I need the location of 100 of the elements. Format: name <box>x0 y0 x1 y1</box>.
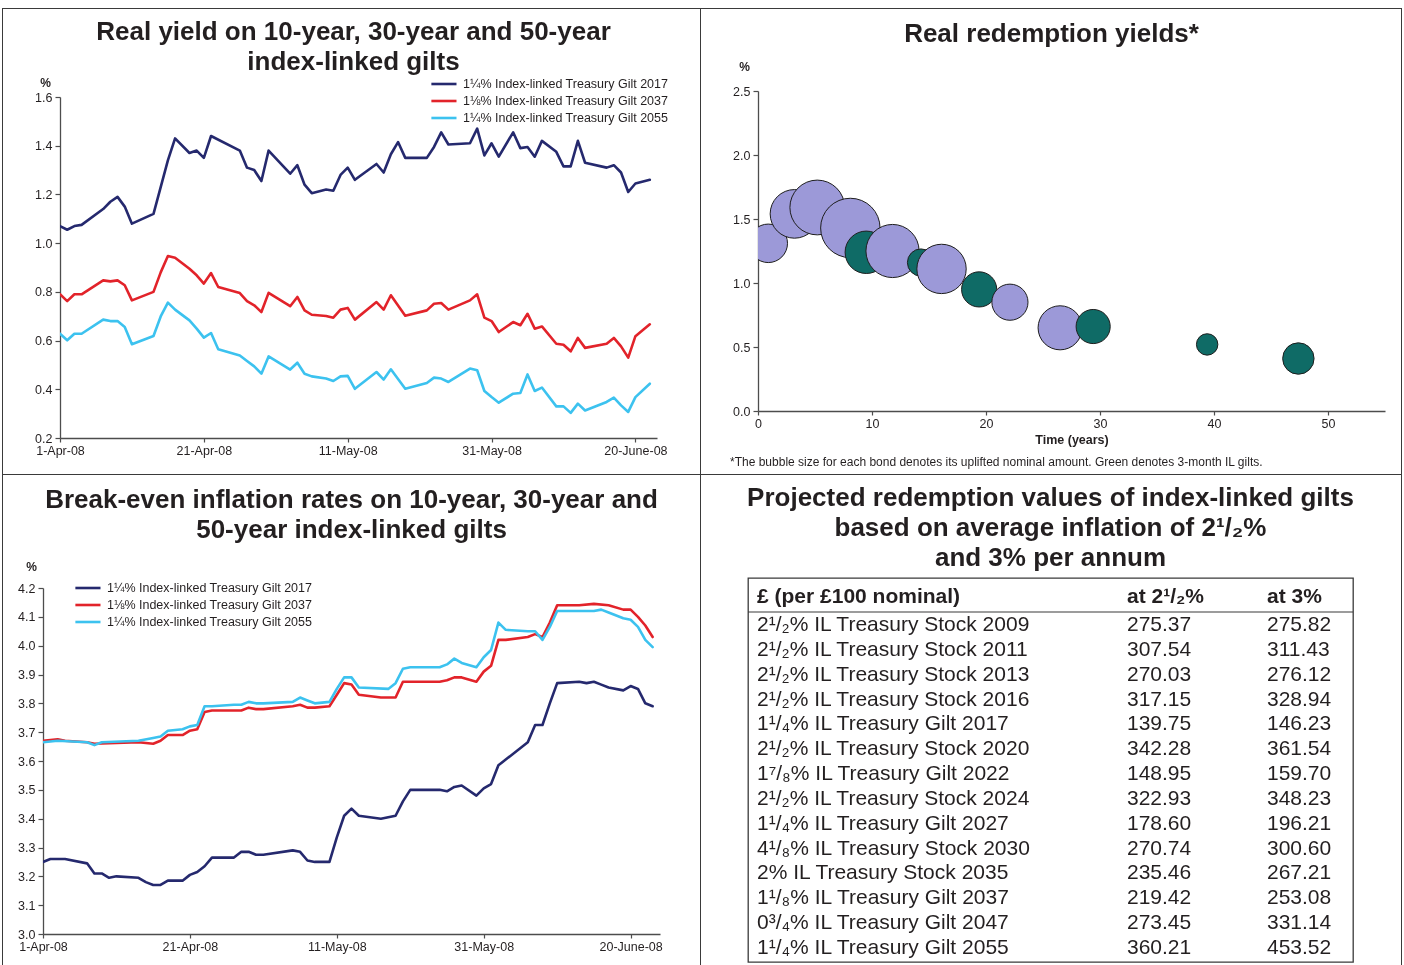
x-tick-label: 30 <box>1093 416 1108 431</box>
y-tick-label: 3.4 <box>18 812 36 827</box>
text: at 2¹/₂% <box>1127 584 1205 607</box>
y-tick-label: 3.8 <box>18 696 36 711</box>
category-label: 1¹/₄% IL Treasury Gilt 2055 <box>757 935 1009 958</box>
legend-label: 1⅛% Index-linked Treasury Gilt 2037 <box>107 598 313 612</box>
legend-label: 1¼% Index-linked Treasury Gilt 2055 <box>463 111 669 125</box>
y-tick-label: 0.0 <box>733 404 751 419</box>
x-tick-label: 31-May-08 <box>454 939 515 954</box>
text: Projected redemption values of index-linked gilts based on average inflation of 2¹/₂% and 3% per annum <box>747 482 1354 572</box>
data-label: 361.54 <box>1267 736 1332 760</box>
y-tick-label: 3.7 <box>18 725 36 740</box>
category-label: 1¹/₈% IL Treasury Gilt 2037 <box>757 885 1009 909</box>
y-tick-label: 1.0 <box>35 236 53 251</box>
data-label: 328.94 <box>1267 686 1332 710</box>
text: £ (per £100 nominal) <box>757 584 961 607</box>
category-label: 2¹/₂% IL Treasury Stock 2024 <box>757 785 1030 809</box>
category-label: 2¹/₂% IL Treasury Stock 2013 <box>757 661 1030 685</box>
text: *The bubble size for each bond denotes its uplifted nominal amount. Green denotes 3-month IL gilts. <box>730 455 1263 469</box>
data-label: 317.15 <box>1127 686 1192 710</box>
data-label: 273.45 <box>1127 910 1192 934</box>
data-label: 146.23 <box>1267 711 1332 735</box>
data-label: 139.75 <box>1127 711 1192 735</box>
data-label: 178.60 <box>1127 810 1192 834</box>
y-axis-title: % <box>739 59 751 74</box>
x-tick-label: 50 <box>1321 416 1336 431</box>
legend-label: 1¼% Index-linked Treasury Gilt 2017 <box>463 77 669 91</box>
category-label: 1¹/₄% IL Treasury Gilt 2027 <box>757 810 1009 834</box>
data-label: 348.23 <box>1267 785 1332 809</box>
x-tick-label: 20-June-08 <box>599 939 663 954</box>
y-tick-label: 1.5 <box>733 212 751 227</box>
x-tick-label: 31-May-08 <box>462 443 522 458</box>
x-tick-label: 40 <box>1207 416 1222 431</box>
x-tick-label: 20-June-08 <box>604 443 668 458</box>
chart-title: Break-even inflation rates on 10-year, 30-year and 50-year index-linked gilts <box>45 484 658 544</box>
y-tick-label: 3.3 <box>18 841 36 855</box>
y-tick-label: 0.2 <box>35 431 53 446</box>
y-tick-label: 0.6 <box>35 334 53 349</box>
y-tick-label: 1.2 <box>35 187 53 202</box>
x-tick-label: 21-Apr-08 <box>162 939 219 954</box>
category-label: 2¹/₂% IL Treasury Stock 2016 <box>757 686 1030 710</box>
legend-label: 1¼% Index-linked Treasury Gilt 2055 <box>107 615 313 629</box>
data-label: 453.52 <box>1267 935 1332 958</box>
y-tick-label: 1.4 <box>35 139 53 154</box>
y-tick-label: 4.2 <box>18 581 36 596</box>
y-tick-label: 3.0 <box>18 927 36 942</box>
category-label: 1⁷/₈% IL Treasury Gilt 2022 <box>757 761 1010 785</box>
y-axis-title: % <box>40 75 52 90</box>
data-label: 253.08 <box>1267 885 1332 909</box>
category-label: 2¹/₂% IL Treasury Stock 2009 <box>757 612 1030 635</box>
data-label: 275.82 <box>1267 612 1332 635</box>
chart-title: Real redemption yields* <box>904 18 1200 48</box>
y-tick-label: 1.0 <box>733 276 751 291</box>
data-label: 276.12 <box>1267 661 1332 685</box>
category-label: 2% IL Treasury Stock 2035 <box>757 860 1009 884</box>
y-tick-label: 1.6 <box>35 90 53 105</box>
data-label: 219.42 <box>1127 885 1192 909</box>
data-label: 322.93 <box>1127 785 1192 809</box>
y-tick-label: 0.8 <box>35 285 53 300</box>
y-tick-label: 3.1 <box>18 898 36 913</box>
data-label: 311.43 <box>1267 636 1330 660</box>
data-label: 360.21 <box>1127 935 1192 958</box>
x-tick-label: 0 <box>755 416 763 431</box>
x-axis-title: Time (years) <box>1035 433 1109 447</box>
y-tick-label: 2.5 <box>733 84 751 99</box>
x-tick-label: 21-Apr-08 <box>176 443 233 458</box>
data-label: 307.54 <box>1127 636 1192 660</box>
y-tick-label: 3.2 <box>18 869 36 884</box>
legend-label: 1⅛% Index-linked Treasury Gilt 2037 <box>463 94 669 108</box>
y-tick-label: 2.0 <box>733 148 751 163</box>
category-label: 2¹/₂% IL Treasury Stock 2011 <box>757 636 1028 660</box>
x-tick-label: 20 <box>979 416 994 431</box>
y-tick-label: 4.0 <box>18 639 36 654</box>
x-tick-label: 1-Apr-08 <box>36 443 85 458</box>
x-tick-label: 10 <box>865 416 880 431</box>
text: at 3% <box>1267 584 1323 607</box>
chart-title: Real yield on 10-year, 30-year and 50-year index-linked gilts <box>96 16 611 76</box>
category-label: 2¹/₂% IL Treasury Stock 2020 <box>757 736 1030 760</box>
data-label: 267.21 <box>1267 860 1332 884</box>
x-tick-label: 11-May-08 <box>318 443 378 458</box>
y-tick-label: 3.9 <box>18 668 36 682</box>
data-label: 235.46 <box>1127 860 1192 884</box>
data-label: 342.28 <box>1127 736 1192 760</box>
y-tick-label: 0.4 <box>35 382 53 397</box>
x-tick-label: 11-May-08 <box>307 939 367 954</box>
category-label: 4¹/₈% IL Treasury Stock 2030 <box>757 835 1030 859</box>
x-tick-label: 1-Apr-08 <box>19 939 68 954</box>
data-label: 331.14 <box>1267 910 1332 934</box>
data-label: 148.95 <box>1127 761 1192 785</box>
y-tick-label: 3.6 <box>18 754 36 769</box>
data-label: 270.03 <box>1127 661 1192 685</box>
y-tick-label: 3.5 <box>18 783 36 798</box>
data-label: 196.21 <box>1267 810 1332 834</box>
data-label: 300.60 <box>1267 835 1332 859</box>
legend-label: 1¼% Index-linked Treasury Gilt 2017 <box>107 581 313 595</box>
data-label: 275.37 <box>1127 612 1192 635</box>
data-label: 270.74 <box>1127 835 1192 859</box>
category-label: 0³/₄% IL Treasury Gilt 2047 <box>757 910 1009 934</box>
y-axis-title: % <box>26 559 38 574</box>
category-label: 1¹/₄% IL Treasury Gilt 2017 <box>757 711 1009 735</box>
